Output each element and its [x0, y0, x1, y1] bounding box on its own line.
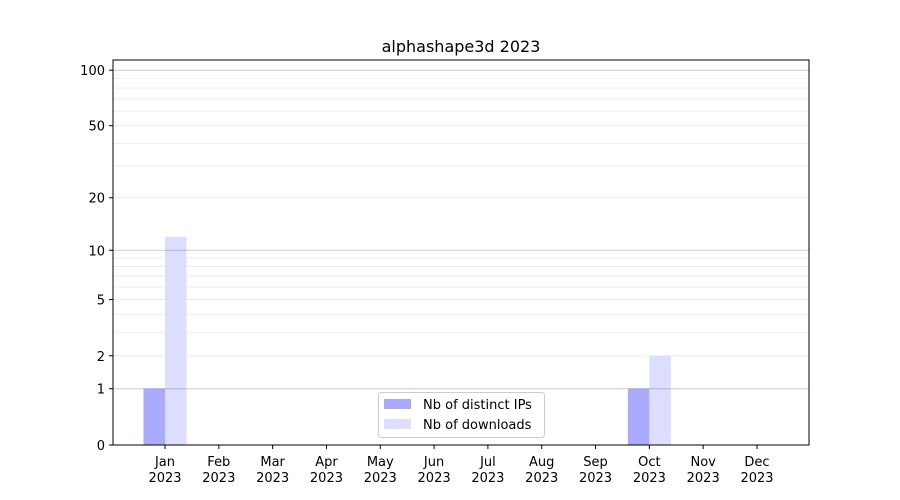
x-tick-label-line: 2023	[740, 471, 773, 486]
y-axis: 0 1 2 5 10 20 50 100	[80, 64, 113, 454]
x-tick-label: Nov 2023	[687, 455, 720, 486]
x-tick-label-line: 2023	[525, 471, 558, 486]
legend-box	[378, 392, 545, 438]
x-tick-label: Dec 2023	[740, 455, 773, 486]
chart-title: alphashape3d 2023	[382, 37, 541, 56]
x-tick-label: Jun 2023	[418, 455, 451, 486]
x-tick-label-line: 2023	[418, 471, 451, 486]
x-tick-label-line: Mar	[260, 455, 285, 470]
bar-ips	[143, 388, 165, 445]
x-tick-label-line: May	[367, 455, 394, 470]
x-tick-label: Apr 2023	[310, 455, 343, 486]
x-tick-label: May 2023	[364, 455, 397, 486]
x-tick-label: Oct 2023	[633, 455, 666, 486]
y-tick-label: 5	[97, 293, 105, 308]
x-tick-label: Mar 2023	[256, 455, 289, 486]
x-tick-label-line: Apr	[315, 455, 338, 470]
x-tick-label-line: 2023	[310, 471, 343, 486]
y-tick-label: 100	[80, 64, 105, 79]
legend-label: Nb of distinct IPs	[423, 398, 532, 413]
x-tick-label-line: 2023	[471, 471, 504, 486]
x-tick-label-line: 2023	[633, 471, 666, 486]
legend-swatch	[384, 399, 411, 409]
x-tick-label-line: Oct	[638, 455, 660, 470]
y-tick-label: 0	[97, 439, 105, 454]
bar-downloads	[649, 355, 671, 445]
x-tick-label: Jan 2023	[148, 455, 181, 486]
x-tick-label-line: 2023	[687, 471, 720, 486]
grid	[113, 78, 809, 357]
y-tick-label: 1	[97, 383, 105, 398]
x-tick-label-line: Jun	[423, 455, 444, 470]
x-tick-label-line: 2023	[364, 471, 397, 486]
x-tick-label-line: Aug	[529, 455, 554, 470]
x-tick-label-line: Nov	[690, 455, 716, 470]
x-tick-label-line: Jan	[154, 455, 175, 470]
x-tick-label-line: Feb	[207, 455, 230, 470]
major-grid	[113, 69, 809, 390]
y-tick-label: 50	[88, 120, 105, 135]
x-tick-label-line: 2023	[256, 471, 289, 486]
y-tick-label: 10	[88, 244, 105, 259]
x-tick-label: Aug 2023	[525, 455, 558, 486]
x-tick-label-line: Jul	[479, 455, 496, 470]
y-tick-label: 2	[97, 350, 105, 365]
legend: Nb of distinct IPs Nb of downloads	[378, 392, 545, 438]
x-tick-label-line: Dec	[744, 455, 769, 470]
bar-ips	[627, 388, 650, 445]
x-tick-label: Sep 2023	[579, 455, 612, 486]
legend-label: Nb of downloads	[423, 418, 532, 433]
y-tick-label: 20	[88, 192, 105, 207]
x-tick-label-line: 2023	[579, 471, 612, 486]
bar-downloads	[165, 236, 187, 445]
bars	[143, 236, 671, 445]
x-tick-label-line: 2023	[202, 471, 235, 486]
x-tick-label-line: Sep	[583, 455, 608, 470]
x-tick-label: Jul 2023	[471, 455, 504, 486]
x-tick-label: Feb 2023	[202, 455, 235, 486]
plot-frame	[112, 59, 810, 446]
x-tick-label-line: 2023	[148, 471, 181, 486]
legend-swatch	[384, 419, 411, 429]
